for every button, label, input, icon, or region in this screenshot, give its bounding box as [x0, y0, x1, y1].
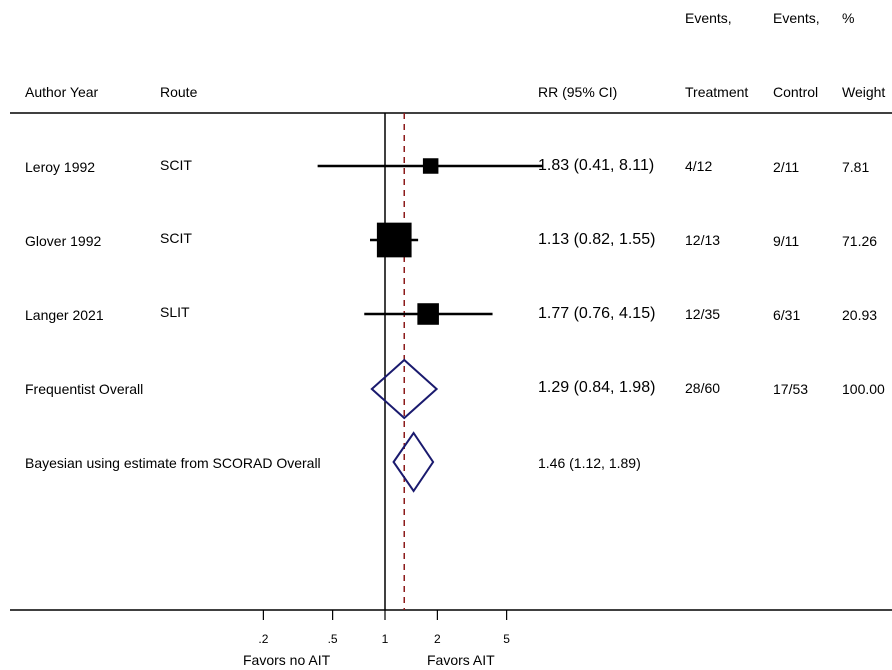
header-author-year: Author Year	[25, 84, 99, 100]
overall-rr-ci: 1.46 (1.12, 1.89)	[538, 455, 641, 471]
overall-diamond	[370, 358, 439, 420]
overall-label: Frequentist Overall	[25, 381, 144, 397]
x-tick-label: 2	[434, 632, 441, 646]
header-control: Control	[773, 84, 819, 100]
study-point-estimate	[422, 158, 439, 174]
header-rr: RR (95% CI)	[538, 84, 618, 100]
header-route: Route	[160, 84, 198, 100]
study-point-estimate	[417, 303, 439, 325]
x-tick-label: .5	[327, 632, 338, 646]
study-rr-ci: 1.83 (0.41, 8.11)	[538, 157, 655, 174]
header-treatment: Treatment	[685, 84, 749, 100]
header-weight-percent: %	[842, 10, 855, 26]
study-treatment-events: 4/12	[685, 158, 713, 174]
study-treatment-events: 12/13	[685, 232, 721, 248]
study-rr-ci: 1.13 (0.82, 1.55)	[538, 231, 656, 248]
study-author: Leroy 1992	[25, 159, 96, 175]
study-route: SCIT	[160, 230, 192, 246]
favors-ait-label: Favors AIT	[427, 652, 495, 668]
study-control-events: 9/11	[773, 233, 800, 249]
overall-treatment-events: 28/60	[685, 380, 721, 396]
study-author: Langer 2021	[25, 307, 104, 323]
overall-label: Bayesian using estimate from SCORAD Over…	[25, 455, 321, 471]
study-weight: 71.26	[842, 233, 878, 249]
study-treatment-events: 12/35	[685, 306, 721, 322]
overall-control-events: 17/53	[773, 381, 809, 397]
overall-rr-ci: 1.29 (0.84, 1.98)	[538, 379, 656, 396]
study-rr-ci: 1.77 (0.76, 4.15)	[538, 305, 656, 322]
x-tick-label: .2	[258, 632, 269, 646]
study-author: Glover 1992	[25, 233, 102, 249]
overall-diamond	[392, 431, 435, 493]
study-control-events: 2/11	[773, 159, 800, 175]
header-events-treatment: Events,	[685, 10, 732, 26]
study-route: SCIT	[160, 157, 192, 173]
x-tick-label: 5	[503, 632, 510, 646]
header-events-control: Events,	[773, 10, 820, 26]
x-tick-label: 1	[381, 632, 389, 646]
header-weight: Weight	[842, 84, 886, 100]
favors-no-ait-label: Favors no AIT	[243, 652, 331, 668]
overall-weight: 100.00	[842, 381, 885, 397]
study-weight: 20.93	[842, 307, 878, 323]
study-point-estimate	[376, 222, 412, 258]
study-route: SLIT	[160, 304, 190, 320]
study-weight: 7.81	[842, 159, 870, 175]
study-control-events: 6/31	[773, 307, 801, 323]
